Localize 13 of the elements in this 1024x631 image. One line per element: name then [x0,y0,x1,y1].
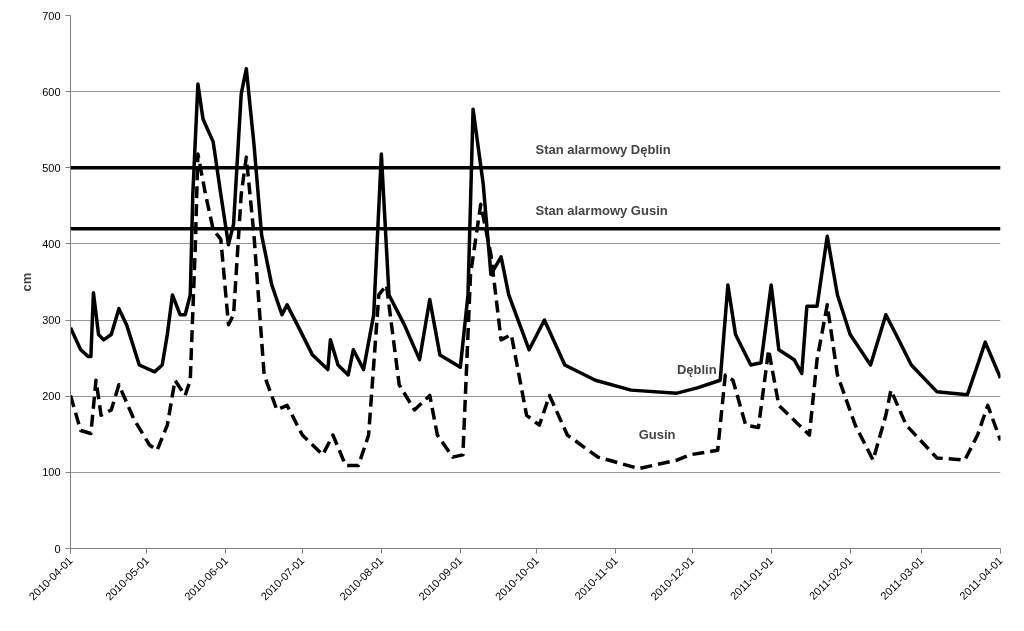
y-tick-label: 500 [42,161,61,174]
y-tick-label: 100 [42,466,61,479]
ref-line-label: Stan alarmowy Dęblin [535,142,671,158]
series-label: Dęblin [676,362,717,378]
y-axis-title: cm [19,272,35,292]
y-tick-label: 300 [42,314,61,327]
y-tick-label: 200 [42,390,61,403]
y-tick-label: 400 [42,237,61,250]
series-label: Gusin [638,426,676,442]
y-tick-label: 600 [42,85,61,98]
ref-line-label: Stan alarmowy Gusin [535,203,668,219]
y-tick-label: 700 [42,9,61,22]
y-tick-label: 0 [54,542,61,555]
